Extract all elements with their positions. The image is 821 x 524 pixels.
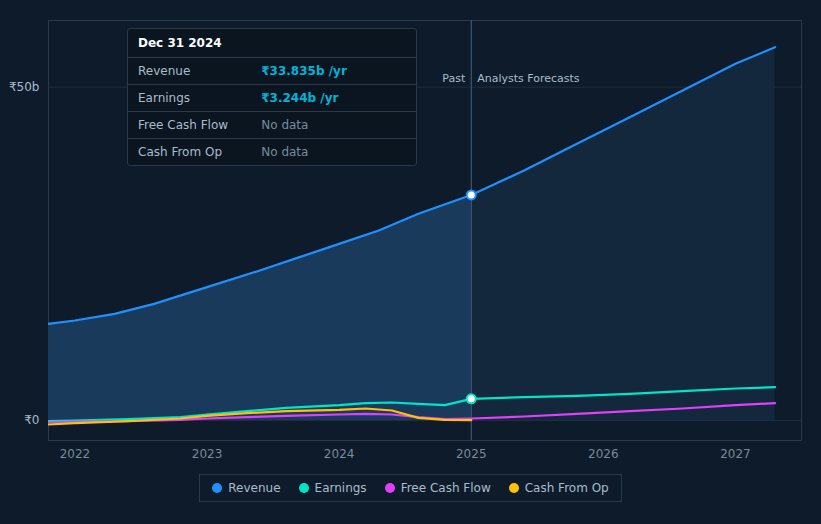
html-text:No data: No data <box>261 118 309 132</box>
svg-text:₹50b: ₹50b <box>9 80 40 94</box>
html-text:Earnings: Earnings <box>138 91 191 105</box>
svg-text:2025: 2025 <box>456 447 487 461</box>
html-text:Free Cash Flow: Free Cash Flow <box>138 118 229 132</box>
svg-text:₹0: ₹0 <box>24 413 39 427</box>
html-text:₹3.244b /yr: ₹3.244b /yr <box>261 91 339 105</box>
svg-text:2026: 2026 <box>588 447 619 461</box>
html-text:Revenue: Revenue <box>228 481 281 495</box>
html-text:Cash From Op: Cash From Op <box>524 481 609 495</box>
svg-text:2027: 2027 <box>720 447 751 461</box>
svg-text:2022: 2022 <box>60 447 91 461</box>
html-text:Dec 31 2024: Dec 31 2024 <box>138 36 222 50</box>
svg-text:Analysts Forecasts: Analysts Forecasts <box>477 72 580 85</box>
html-text:No data: No data <box>261 145 309 159</box>
html-text:Free Cash Flow: Free Cash Flow <box>400 481 491 495</box>
html-text:₹33.835b /yr: ₹33.835b /yr <box>261 64 347 78</box>
svg-text:Past: Past <box>442 72 466 85</box>
html-text:Earnings: Earnings <box>314 481 367 495</box>
svg-text:2024: 2024 <box>324 447 355 461</box>
svg-text:2023: 2023 <box>192 447 223 461</box>
html-text:Revenue: Revenue <box>138 64 191 78</box>
html-text:Cash From Op: Cash From Op <box>138 145 222 159</box>
